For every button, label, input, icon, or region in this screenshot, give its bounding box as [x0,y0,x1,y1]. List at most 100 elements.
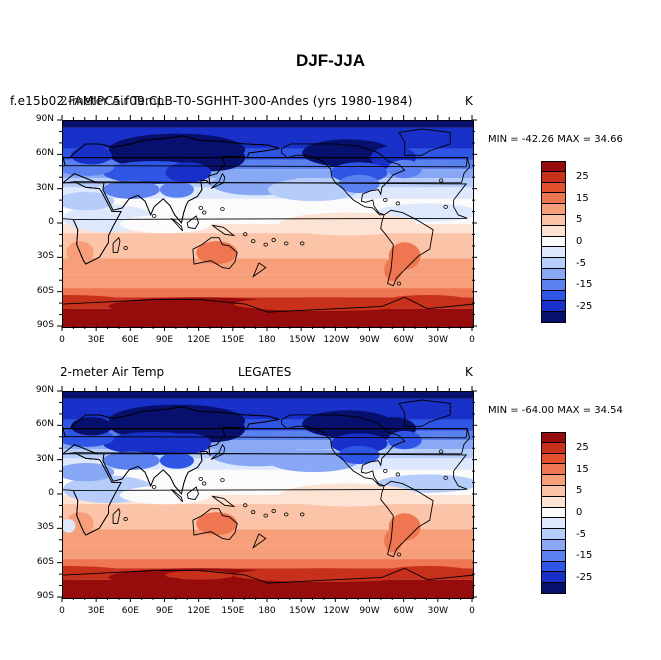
field-region [165,545,371,560]
coastline [211,174,225,189]
case-label: f.e15b02.FAMIPC5.f09.CLB-T0-SGHHT-300-An… [10,94,413,108]
island-coast [396,202,400,205]
field-band [63,127,473,138]
field-band [63,515,473,530]
field-band [63,483,473,495]
coastline [211,445,225,460]
field-region [108,410,177,438]
coastline [187,487,198,500]
colorbar-swatch [541,225,566,237]
field-region [338,174,380,194]
island-coast [152,485,156,488]
colorbar-swatch [541,442,566,454]
island-coast [243,504,247,507]
field-region [302,410,394,438]
colorbar-swatch [541,268,566,280]
coastline [193,509,237,540]
field-band [63,137,473,149]
island-coast [284,242,288,245]
x-tick-label: 30E [87,606,105,616]
colorbar-swatch [541,171,566,183]
field-region [338,445,380,465]
field-region [384,258,403,282]
x-tick-label: 120W [323,335,350,345]
colorbar-swatch [541,247,566,259]
island-coast [251,240,255,243]
coastline [171,489,182,502]
colorbar-swatch [541,432,566,443]
island-coast [444,205,448,208]
coastline [113,509,120,524]
coastline [282,144,405,215]
colorbar-label: 5 [576,485,583,497]
island-coast [221,479,225,482]
colorbar-swatch [541,301,566,313]
field-band [63,398,473,409]
field-region [70,146,112,165]
x-tick-label: 150W [289,335,316,345]
field-band [63,258,473,275]
field-region [302,139,394,167]
coastline [253,263,266,277]
colorbar [541,432,566,594]
min-max-label: MIN = -42.26 MAX = 34.66 [488,134,623,145]
colorbar-label: 5 [576,214,583,226]
y-tick-label: 90N [35,385,54,395]
island-coast [199,477,203,480]
x-tick-label: 90W [359,606,380,616]
field-band [63,419,473,431]
coastline [63,407,279,494]
y-tick-label: 60S [36,556,54,567]
colorbar-label: 0 [576,236,583,247]
x-tick-label: 0 [59,606,65,616]
y-tick-label: 60S [36,285,54,296]
colorbar-swatch [541,182,566,194]
colorbar-label: -15 [576,279,593,291]
y-tick-label: 30N [35,182,54,193]
coastline [399,129,450,155]
field-region [196,512,238,536]
map-field [63,392,473,598]
map-plot [62,391,474,599]
x-tick-label: 0 [469,335,475,345]
colorbar-swatch [541,236,566,248]
coastline [63,182,121,264]
colorbar-swatch [541,572,566,584]
island-coast [397,282,401,285]
colorbar-label: 15 [576,192,589,204]
field-region [159,181,194,198]
field-region [165,162,212,183]
field-region [165,274,371,289]
field-band [63,469,473,484]
min-max-label: MIN = -64.00 MAX = 34.54 [488,405,623,416]
colorbar-swatch [541,507,566,519]
field-band [63,198,473,213]
island-coast [439,450,443,453]
colorbar-label: 25 [576,171,589,183]
field-band [63,559,473,569]
field-region [233,297,417,311]
field-region [102,451,160,470]
coastline [187,216,198,229]
island-coast [264,243,268,246]
colorbar-swatch [541,518,566,530]
x-tick-label: 0 [469,606,475,616]
field-region [108,139,177,167]
coastline [399,400,450,426]
field-band [63,529,473,546]
island-coast [396,473,400,476]
x-tick-label: 180 [258,606,276,616]
x-tick-label: 60E [121,335,139,345]
island-coast [272,509,276,512]
field-region [63,462,115,482]
x-tick-label: 180 [258,335,276,345]
x-tick-label: 60W [393,606,414,616]
panel-observation: 2-meter Air Temp LEGATES K MIN = -64.00 … [0,366,661,636]
dataset-label: LEGATES [238,365,292,379]
island-coast [202,482,206,485]
island-coast [251,511,255,514]
x-tick-label: 150W [289,606,316,616]
field-region [165,570,234,580]
colorbar-swatch [541,258,566,269]
y-tick-label: 60N [35,148,54,159]
